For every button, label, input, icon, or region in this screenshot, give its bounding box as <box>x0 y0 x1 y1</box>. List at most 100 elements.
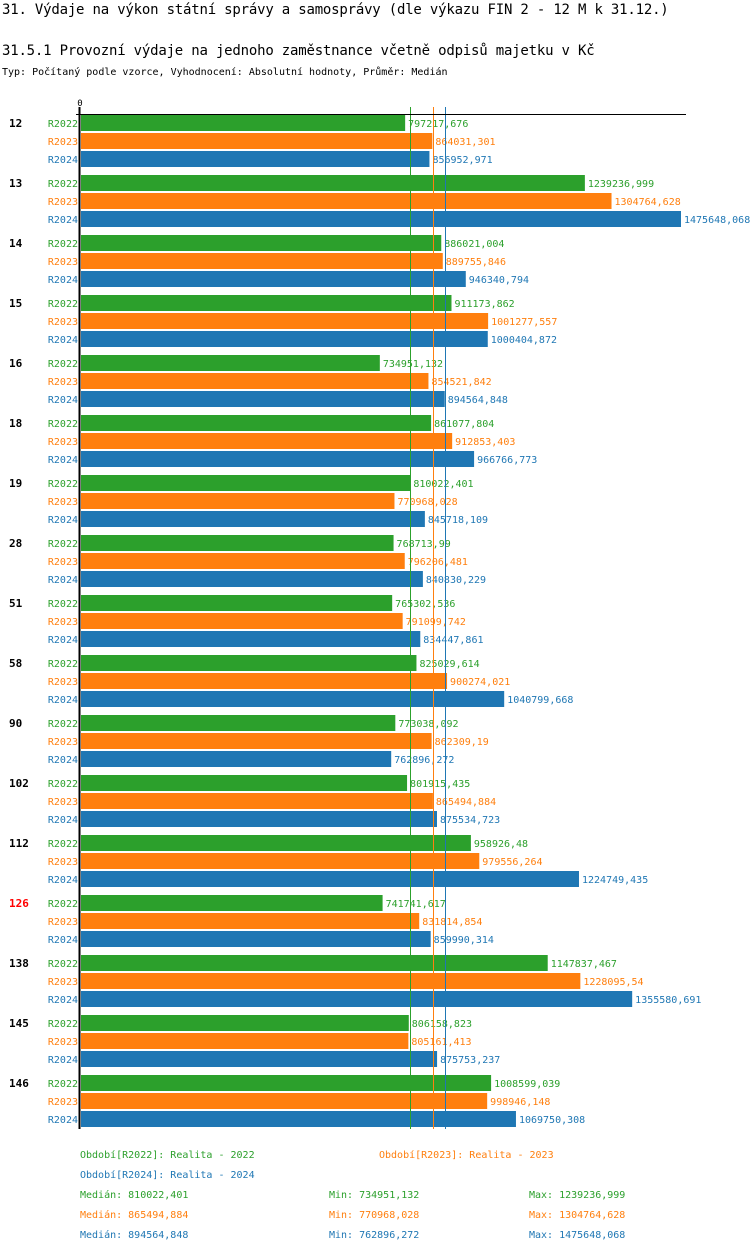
category-label: 90 <box>9 717 22 730</box>
value-label: 768713,99 <box>397 539 451 550</box>
value-label: 1001277,557 <box>491 317 557 328</box>
series-label: R2024 <box>48 335 78 346</box>
series-label: R2022 <box>48 1079 78 1090</box>
value-label: 770968,028 <box>397 497 457 508</box>
category-label: 12 <box>9 117 22 130</box>
value-label: 865494,884 <box>436 797 496 808</box>
value-label: 1008599,039 <box>494 1079 560 1090</box>
stat-max-r2022: Max: 1239236,999 <box>529 1190 626 1201</box>
series-label: R2023 <box>48 1037 78 1048</box>
bar-r2022 <box>81 835 471 851</box>
bar-r2023 <box>81 493 395 509</box>
bar-r2022 <box>81 355 380 371</box>
value-label: 861077,804 <box>434 419 494 430</box>
series-label: R2023 <box>48 497 78 508</box>
series-label: R2024 <box>48 1115 78 1126</box>
value-label: 773038,092 <box>398 719 458 730</box>
stat-max-r2023: Max: 1304764,628 <box>529 1210 626 1221</box>
bar-r2022 <box>81 175 585 191</box>
value-label: 810022,401 <box>413 479 473 490</box>
series-label: R2023 <box>48 137 78 148</box>
value-label: 894564,848 <box>448 395 508 406</box>
bar-r2024 <box>81 271 466 287</box>
series-label: R2023 <box>48 317 78 328</box>
report-title: 31. Výdaje na výkon státní správy a samo… <box>2 2 669 18</box>
category-label: 102 <box>9 777 29 790</box>
series-label: R2022 <box>48 599 78 610</box>
category-label: 138 <box>9 957 29 970</box>
bar-r2023 <box>81 733 432 749</box>
stat-median-r2023: Medián: 865494,884 <box>80 1210 189 1221</box>
bar-r2022 <box>81 715 396 731</box>
bar-r2023 <box>81 913 420 929</box>
value-label: 1304764,628 <box>615 197 681 208</box>
bar-r2022 <box>81 475 411 491</box>
bar-r2022 <box>81 955 548 971</box>
series-label: R2022 <box>48 779 78 790</box>
value-label: 1147837,467 <box>551 959 617 970</box>
bar-r2023 <box>81 313 489 329</box>
series-label: R2023 <box>48 437 78 448</box>
value-label: 762896,272 <box>394 755 454 766</box>
value-label: 875534,723 <box>440 815 500 826</box>
category-label: 112 <box>9 837 29 850</box>
bar-r2023 <box>81 793 433 809</box>
stat-median-r2022: Medián: 810022,401 <box>80 1190 189 1201</box>
bar-r2022 <box>81 1015 409 1031</box>
stat-median-r2024: Medián: 894564,848 <box>80 1230 189 1241</box>
bar-r2022 <box>81 895 383 911</box>
stat-max-r2024: Max: 1475648,068 <box>529 1230 626 1241</box>
series-label: R2024 <box>48 275 78 286</box>
value-label: 825029,614 <box>419 659 479 670</box>
series-label: R2022 <box>48 539 78 550</box>
series-label: R2022 <box>48 419 78 430</box>
value-label: 912853,403 <box>455 437 515 448</box>
category-label: 146 <box>9 1077 29 1090</box>
series-label: R2023 <box>48 257 78 268</box>
bar-r2022 <box>81 595 393 611</box>
value-label: 889755,846 <box>446 257 506 268</box>
bar-r2023 <box>81 613 403 629</box>
series-label: R2022 <box>48 299 78 310</box>
series-label: R2023 <box>48 197 78 208</box>
bar-r2023 <box>81 1033 409 1049</box>
bar-r2024 <box>81 391 445 407</box>
series-label: R2024 <box>48 215 78 226</box>
bar-r2023 <box>81 553 405 569</box>
series-label: R2024 <box>48 515 78 526</box>
bar-r2022 <box>81 235 442 251</box>
bar-r2024 <box>81 871 579 887</box>
legend-r2024: Období[R2024]: Realita - 2024 <box>80 1170 255 1181</box>
bar-r2023 <box>81 133 433 149</box>
series-label: R2024 <box>48 575 78 586</box>
category-label: 18 <box>9 417 22 430</box>
series-label: R2022 <box>48 119 78 130</box>
series-label: R2023 <box>48 377 78 388</box>
bar-r2024 <box>81 751 392 767</box>
value-label: 805161,413 <box>411 1037 471 1048</box>
series-label: R2024 <box>48 395 78 406</box>
category-label: 28 <box>9 537 22 550</box>
series-label: R2022 <box>48 239 78 250</box>
series-label: R2023 <box>48 737 78 748</box>
bar-r2022 <box>81 535 394 551</box>
value-label: 979556,264 <box>482 857 542 868</box>
category-label: 145 <box>9 1017 29 1030</box>
series-label: R2024 <box>48 755 78 766</box>
bar-r2024 <box>81 631 421 647</box>
value-label: 859990,314 <box>434 935 494 946</box>
value-label: 854521,842 <box>431 377 491 388</box>
bar-r2024 <box>81 511 425 527</box>
bar-r2023 <box>81 433 453 449</box>
bar-r2023 <box>81 1093 488 1109</box>
bar-r2022 <box>81 775 408 791</box>
series-label: R2024 <box>48 1055 78 1066</box>
series-label: R2023 <box>48 917 78 928</box>
value-label: 797217,676 <box>408 119 468 130</box>
series-label: R2024 <box>48 815 78 826</box>
category-label: 51 <box>9 597 23 610</box>
value-label: 911173,862 <box>454 299 514 310</box>
category-label: 126 <box>9 897 29 910</box>
series-label: R2023 <box>48 557 78 568</box>
series-label: R2023 <box>48 1097 78 1108</box>
